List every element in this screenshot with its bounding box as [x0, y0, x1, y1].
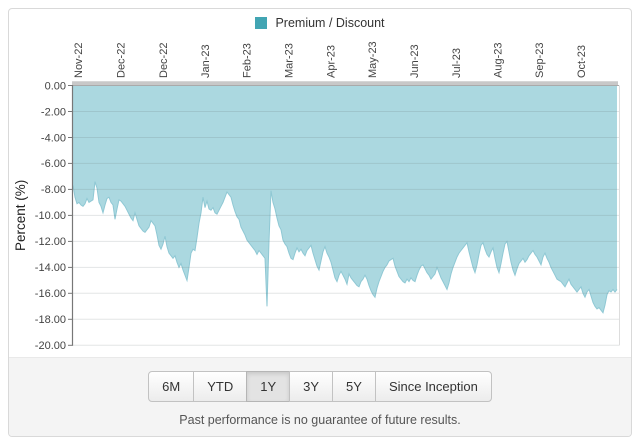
legend-swatch-icon [255, 17, 268, 29]
footer-section: 6M YTD 1Y 3Y 5Y Since Inception Past performa… [9, 357, 631, 436]
chart-panel: 6M YTD 1Y 3Y 5Y Since Inception Past performa… [8, 8, 632, 437]
range-button-since-inception[interactable]: Since Inception [374, 371, 492, 402]
range-button-3y[interactable]: 3Y [289, 371, 334, 402]
range-button-ytd[interactable]: YTD [193, 371, 248, 402]
range-button-6m[interactable]: 6M [148, 371, 195, 402]
range-button-5y[interactable]: 5Y [332, 371, 376, 402]
disclaimer-text: Past performance is no guarantee of futu… [179, 413, 461, 427]
range-button-1y[interactable]: 1Y [246, 371, 291, 402]
range-button-group: 6M YTD 1Y 3Y 5Y Since Inception [148, 371, 492, 402]
legend-label: Premium / Discount [275, 16, 385, 30]
chart-legend[interactable]: Premium / Discount [0, 16, 640, 30]
